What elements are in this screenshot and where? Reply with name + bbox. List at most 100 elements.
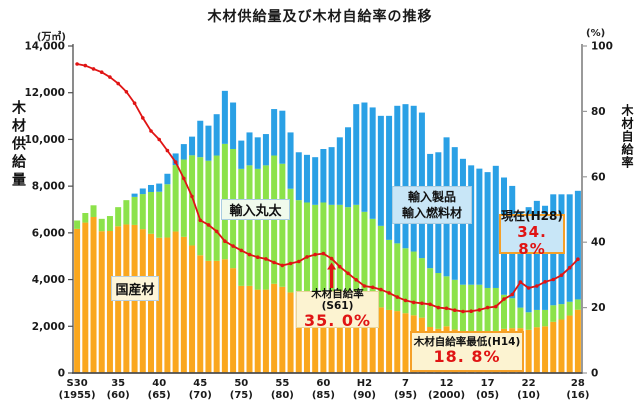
bar-imported-products — [394, 105, 401, 244]
x-axis-era-label: H2 — [357, 378, 372, 389]
bar-domestic — [189, 245, 196, 373]
rate-point — [141, 116, 145, 120]
bar-imported-logs — [189, 155, 196, 246]
x-axis-year-label: (70) — [189, 390, 212, 401]
bar-imported-logs — [558, 304, 565, 320]
x-axis-year-label: (05) — [476, 390, 499, 401]
bar-imported-logs — [312, 204, 319, 295]
s61-arrow-head — [327, 262, 337, 270]
rate-point — [255, 255, 260, 259]
bar-domestic — [394, 311, 401, 373]
bar-imported-products — [468, 165, 475, 285]
bar-domestic — [279, 286, 286, 373]
bar-imported-products — [386, 115, 393, 240]
rate-point — [247, 252, 252, 257]
bar-imported-logs — [443, 276, 450, 327]
bar-domestic — [303, 295, 310, 373]
bar-imported-products — [230, 102, 237, 149]
bar-imported-products — [262, 134, 269, 166]
bar-domestic — [336, 296, 343, 373]
left-axis-tick-label: 8,000 — [32, 181, 65, 193]
bar-domestic — [377, 307, 384, 373]
rate-point — [338, 264, 342, 269]
x-axis-year-label: (10) — [517, 390, 540, 401]
left-axis-tick-label: 0 — [58, 368, 65, 380]
annotation-h28-value: 34. 8% — [517, 222, 547, 258]
bar-imported-logs — [468, 284, 475, 334]
bar-imported-logs — [361, 211, 368, 302]
rate-point — [190, 194, 194, 199]
bar-imported-logs — [172, 165, 179, 232]
bar-imported-products — [147, 184, 154, 192]
x-axis-year-label: (16) — [566, 390, 589, 401]
chart-title: 木材供給量及び木材自給率の推移 — [207, 9, 433, 25]
bar-imported-products — [189, 136, 196, 156]
right-axis-tick-label: 60 — [591, 171, 606, 183]
bar-imported-logs — [131, 196, 138, 225]
bar-imported-logs — [82, 213, 89, 223]
rate-point — [576, 257, 580, 262]
bar-imported-logs — [533, 309, 540, 328]
bar-domestic — [295, 297, 302, 373]
x-axis-era-label: 12 — [440, 378, 454, 389]
bar-imported-logs — [525, 312, 532, 330]
bar-domestic — [353, 296, 360, 373]
rate-point — [510, 292, 514, 297]
bar-imported-logs — [295, 200, 302, 298]
bar-imported-logs — [435, 273, 442, 329]
rate-point — [354, 278, 359, 282]
right-axis-label: 木材自給率 — [620, 104, 634, 169]
bar-imported-logs — [353, 204, 360, 297]
bar-imported-products — [139, 188, 146, 195]
rate-point — [543, 280, 547, 284]
bar-domestic — [82, 222, 89, 373]
x-axis-year-label: (1955) — [59, 390, 96, 401]
bar-imported-products — [238, 140, 245, 169]
bar-imported-products — [287, 132, 294, 189]
legend-domestic-wood: 国産材 — [111, 276, 159, 301]
legend-imported-products: 輸入製品 輸入燃料材 — [392, 186, 472, 224]
rate-point — [346, 271, 350, 276]
left-axis-label: 木材供給量 — [10, 100, 26, 190]
bar-domestic — [558, 319, 565, 373]
rate-point — [485, 305, 490, 310]
rate-point — [452, 308, 457, 313]
x-axis-year-label: (90) — [353, 390, 376, 401]
bar-imported-logs — [139, 194, 146, 230]
left-axis-tick-label: 6,000 — [32, 227, 65, 239]
rate-point — [551, 277, 556, 282]
bar-imported-logs — [542, 309, 549, 327]
rate-point — [469, 309, 474, 314]
bar-imported-logs — [377, 225, 384, 308]
rate-point — [198, 218, 203, 223]
bar-domestic — [139, 229, 146, 373]
bar-domestic — [345, 298, 352, 373]
bar-imported-products — [320, 149, 327, 203]
x-axis-era-label: 28 — [571, 378, 585, 389]
bar-imported-products — [328, 147, 335, 205]
bar-imported-products — [542, 205, 549, 310]
rate-point — [83, 63, 88, 68]
bar-imported-products — [418, 112, 425, 259]
legend-imported-products-line2: 輸入燃料材 — [401, 206, 462, 220]
bar-imported-products — [180, 144, 187, 160]
rate-point — [99, 70, 104, 74]
right-axis-unit: (%) — [586, 28, 606, 39]
bar-imported-logs — [509, 298, 516, 329]
bar-domestic — [542, 326, 549, 373]
rate-point — [116, 81, 120, 86]
bar-imported-logs — [574, 299, 581, 310]
legend-imported-logs: 輸入丸太 — [221, 199, 290, 220]
annotation-s61-label: 木材自給率(S61) — [311, 288, 364, 313]
rate-point — [518, 280, 523, 284]
bar-imported-logs — [394, 243, 401, 312]
bar-imported-products — [492, 165, 499, 288]
rate-point — [420, 301, 424, 306]
rate-point — [461, 309, 465, 314]
bar-imported-logs — [427, 268, 434, 327]
bar-imported-products — [484, 172, 491, 288]
rate-point — [403, 298, 408, 303]
bar-imported-logs — [328, 204, 335, 295]
bar-imported-logs — [147, 191, 154, 234]
rate-point — [559, 273, 564, 278]
